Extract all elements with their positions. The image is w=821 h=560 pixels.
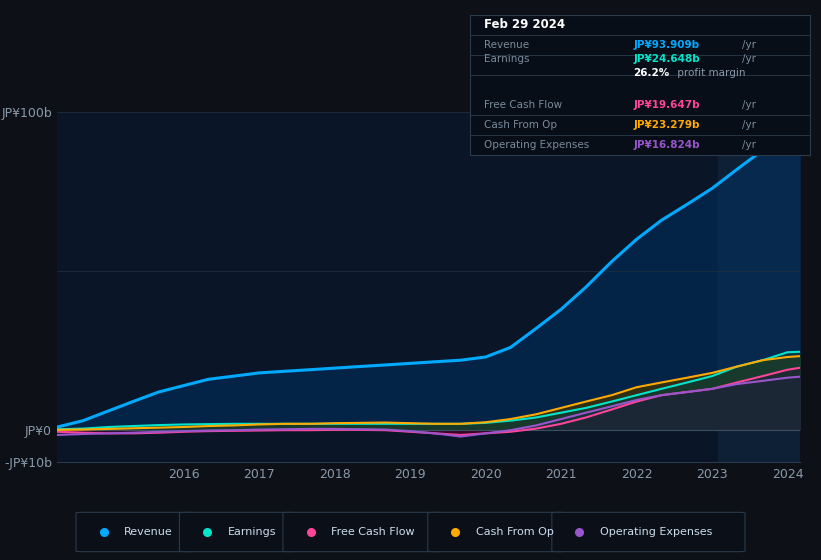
FancyBboxPatch shape: [552, 512, 745, 552]
Text: Operating Expenses: Operating Expenses: [484, 140, 589, 150]
Text: profit margin: profit margin: [674, 68, 745, 78]
Text: JP¥93.909b: JP¥93.909b: [633, 40, 699, 50]
Text: Cash From Op: Cash From Op: [476, 527, 554, 537]
Text: JP¥16.824b: JP¥16.824b: [633, 140, 699, 150]
Text: Cash From Op: Cash From Op: [484, 120, 557, 130]
Text: /yr: /yr: [742, 54, 756, 64]
Text: Revenue: Revenue: [484, 40, 529, 50]
Text: Feb 29 2024: Feb 29 2024: [484, 18, 565, 31]
Text: JP¥19.647b: JP¥19.647b: [633, 100, 699, 110]
Text: /yr: /yr: [742, 100, 756, 110]
Bar: [718, 112, 800, 462]
FancyBboxPatch shape: [76, 512, 193, 552]
Text: Earnings: Earnings: [484, 54, 529, 64]
FancyBboxPatch shape: [180, 512, 296, 552]
Text: Operating Expenses: Operating Expenses: [600, 527, 713, 537]
Text: Free Cash Flow: Free Cash Flow: [484, 100, 562, 110]
Text: /yr: /yr: [742, 140, 756, 150]
Text: /yr: /yr: [742, 40, 756, 50]
Text: /yr: /yr: [742, 120, 756, 130]
FancyBboxPatch shape: [428, 512, 566, 552]
Text: Earnings: Earnings: [227, 527, 276, 537]
Text: Revenue: Revenue: [124, 527, 173, 537]
Text: JP¥23.279b: JP¥23.279b: [633, 120, 699, 130]
Text: Free Cash Flow: Free Cash Flow: [331, 527, 415, 537]
Text: JP¥24.648b: JP¥24.648b: [633, 54, 700, 64]
Text: 26.2%: 26.2%: [633, 68, 669, 78]
FancyBboxPatch shape: [283, 512, 442, 552]
